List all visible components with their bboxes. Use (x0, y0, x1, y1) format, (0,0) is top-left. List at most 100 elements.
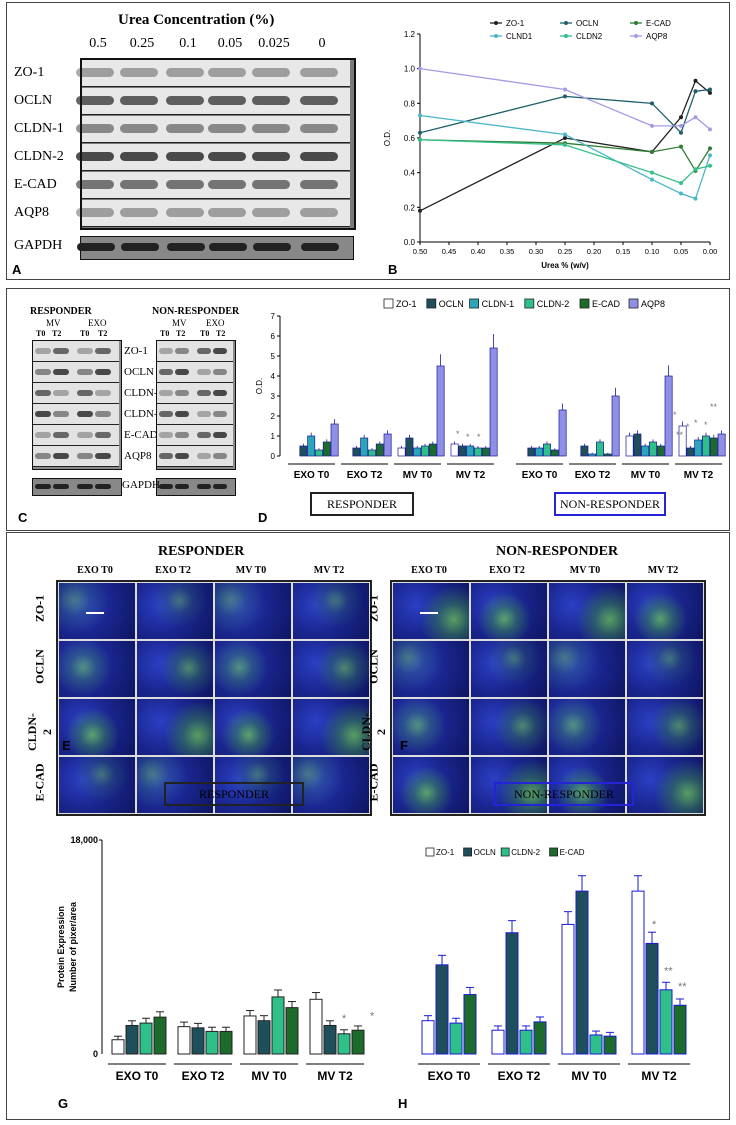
wb-c-band (95, 348, 111, 354)
wb-a-band (120, 208, 158, 217)
chart-d-n-bar (588, 453, 597, 457)
micro-e-col-label: EXO T2 (155, 565, 191, 576)
micro-e-cell (214, 582, 292, 640)
chart-d-r-bar (315, 449, 323, 457)
micro-f-col-label: EXO T0 (411, 565, 447, 576)
wb-a-band (166, 180, 204, 189)
wb-c-band (53, 432, 69, 438)
chart-d-n-bar (694, 439, 703, 457)
wb-c-band (159, 369, 173, 375)
chart-b-xtick-label: 0.05 (674, 247, 689, 256)
chart-d-responder-box: RESPONDER (310, 492, 414, 516)
wb-a-band (120, 96, 158, 105)
chart-d-r-bar (322, 441, 331, 457)
chart-d-r-bar (397, 447, 406, 457)
micro-f-row-label: E-CAD (366, 763, 381, 802)
chart-d-n-bar (649, 441, 657, 457)
chart-g-bar (125, 1024, 139, 1055)
wb-a-row-label: ZO-1 (14, 65, 45, 80)
chart-gh: 18,000 0 Protein Expression Number of pixer… (56, 835, 690, 1083)
chart-d-r-bar (330, 423, 339, 457)
wb-c-gapdh-n (156, 478, 236, 496)
micro-f-cell (548, 640, 626, 698)
chart-d-legend-label: E-CAD (592, 299, 621, 309)
chart-b-point (563, 136, 567, 140)
wb-a-band (76, 208, 114, 217)
wb-a-band (208, 152, 246, 161)
micro-f-cell (392, 698, 470, 756)
wb-c-row-label: E-CAD (124, 429, 158, 441)
chart-d-n-bar (535, 447, 544, 457)
panel-cd (6, 288, 730, 531)
chart-b-line (419, 79, 711, 212)
chart-h-bar (631, 890, 645, 1055)
wb-c-band (77, 369, 93, 375)
chart-h-bar (519, 1029, 533, 1055)
wb-c-band (213, 369, 227, 375)
chart-d-n-bar (550, 449, 559, 457)
chart-d-r-group-label: MV T0 (403, 470, 433, 481)
micro-f-cell (548, 756, 626, 814)
chart-h-bar (463, 994, 477, 1055)
micro-f-row-label: CLDN-2 (359, 713, 388, 751)
wb-c-band (35, 390, 51, 396)
chart-h-bar (449, 1022, 463, 1055)
chart-d-n-star: ** (676, 430, 684, 440)
chart-d-r-bar (360, 437, 369, 457)
wb-c-band (53, 390, 69, 396)
chart-b-legend-marker (564, 21, 568, 25)
chart-d-legend-label: OCLN (439, 299, 464, 309)
chart-d-n-bar (596, 441, 604, 457)
wb-c-band (213, 453, 227, 459)
wb-a-band (208, 180, 246, 189)
micro-f-cell (548, 698, 626, 756)
chart-b-point (418, 208, 422, 213)
chart-b-legend-label: CLDN2 (576, 32, 603, 41)
chart-b-point (693, 167, 698, 172)
chart-b-point (708, 146, 712, 151)
chart-b-point (679, 181, 683, 186)
wb-c-gapdh-r (32, 478, 122, 496)
chart-d-ytick-label: 6 (271, 332, 276, 341)
chart-b-point (693, 196, 698, 201)
chart-g-group-label: MV T2 (317, 1069, 353, 1083)
chart-b-point (563, 142, 567, 147)
chart-d-legend-swatch (579, 298, 590, 309)
chart-g-bar (177, 1026, 191, 1055)
chart-g-bar (271, 996, 285, 1055)
chart-d-r-bar (458, 445, 467, 457)
chart-b-xtick-label: 0.45 (442, 247, 457, 256)
chart-d-r-bar (474, 447, 482, 457)
wb-c-gapdh-band (159, 484, 173, 489)
chart-h-bar (645, 942, 659, 1055)
wb-a-conc-label: 0.1 (179, 36, 197, 51)
wb-a-band (76, 180, 114, 189)
wb-a-band (300, 68, 338, 77)
chart-b-legend-marker (564, 34, 568, 38)
chart-h-group-label: EXO T2 (498, 1069, 541, 1083)
chart-h-group-label: MV T0 (571, 1069, 607, 1083)
wb-c-responder: RESPONDER (30, 306, 92, 317)
chart-d-r-bar (466, 445, 475, 457)
chart-g-ytick-zero-label: 0 (93, 1049, 98, 1059)
wb-c-strip-n (157, 362, 233, 383)
chart-g-star: * (370, 1011, 375, 1023)
wb-a-band (120, 68, 158, 77)
chart-d-legend-swatch (383, 298, 394, 309)
micro-f-cell (626, 698, 704, 756)
chart-g-bar (351, 1029, 365, 1055)
wb-c-time-label: T0 (200, 329, 210, 338)
micro-e-cell (292, 582, 370, 640)
wb-c-band (197, 369, 211, 375)
chart-d-n-group-label: EXO T0 (522, 470, 558, 481)
wb-c-strip-r (33, 404, 119, 425)
wb-a-band (76, 96, 114, 105)
micro-e-cell (214, 756, 292, 814)
chart-b-point (693, 78, 698, 83)
panel-label-g: G (58, 1096, 69, 1111)
chart-d-r-bar (421, 445, 429, 457)
chart-g-bar (309, 998, 323, 1055)
chart-gh-legend-label: CLDN-2 (511, 848, 540, 857)
wb-a-band (120, 152, 158, 161)
chart-d-r-star: * (456, 429, 460, 439)
